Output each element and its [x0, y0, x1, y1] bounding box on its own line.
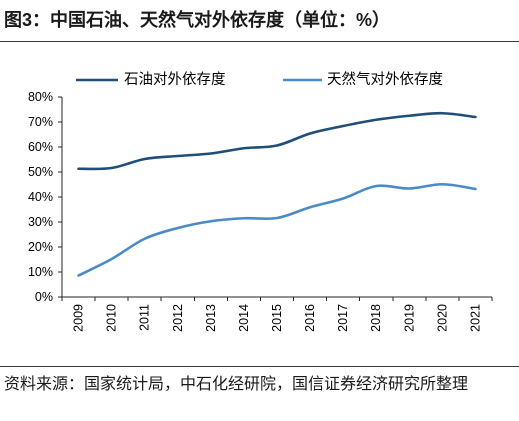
y-tick-label: 50%: [28, 165, 53, 179]
series-lines: [77, 111, 477, 277]
legend-item-oil: 石油对外依存度: [76, 71, 226, 88]
y-tick-label: 30%: [28, 215, 53, 229]
x-tick-label: 2013: [204, 304, 218, 332]
y-tick-label: 10%: [28, 265, 53, 279]
x-tick-label: 2014: [237, 304, 251, 332]
x-tick-label: 2016: [303, 304, 317, 332]
x-tick-label: 2021: [468, 304, 482, 332]
y-tick-label: 20%: [28, 240, 53, 254]
legend: 石油对外依存度 天然气对外依存度: [76, 71, 443, 88]
x-tick-label: 2020: [435, 304, 449, 332]
source-divider: [0, 366, 519, 367]
x-tick-label: 2010: [105, 304, 119, 332]
y-tick-label: 40%: [28, 190, 53, 204]
y-tick-label: 80%: [28, 90, 53, 104]
axes: 0% 10% 20% 30% 40% 50% 60% 70% 80% 2009 2010 2011 20…: [28, 90, 493, 332]
x-tick-label: 2019: [402, 304, 416, 332]
x-tick-label: 2012: [171, 304, 185, 332]
legend-label-gas: 天然气对外依存度: [327, 71, 443, 88]
x-tick-label: 2015: [270, 304, 284, 332]
x-tick-label: 2011: [138, 304, 152, 331]
figure-title: 图3：中国石油、天然气对外依存度（单位：%）: [4, 10, 391, 30]
legend-item-gas: 天然气对外依存度: [283, 71, 443, 88]
x-tick-label: 2017: [336, 304, 350, 332]
y-tick-label: 0%: [35, 290, 53, 304]
y-tick-label: 70%: [28, 115, 53, 129]
source-note: 资料来源：国家统计局，中石化经研院，国信证券经济研究所整理: [4, 376, 469, 393]
y-tick-label: 60%: [28, 140, 53, 154]
series-line-gas: [77, 182, 477, 277]
x-tick-label: 2018: [369, 304, 383, 332]
legend-label-oil: 石油对外依存度: [124, 71, 226, 88]
title-divider: [0, 41, 519, 42]
x-tick-label: 2009: [72, 304, 86, 332]
series-line-oil: [77, 111, 477, 171]
